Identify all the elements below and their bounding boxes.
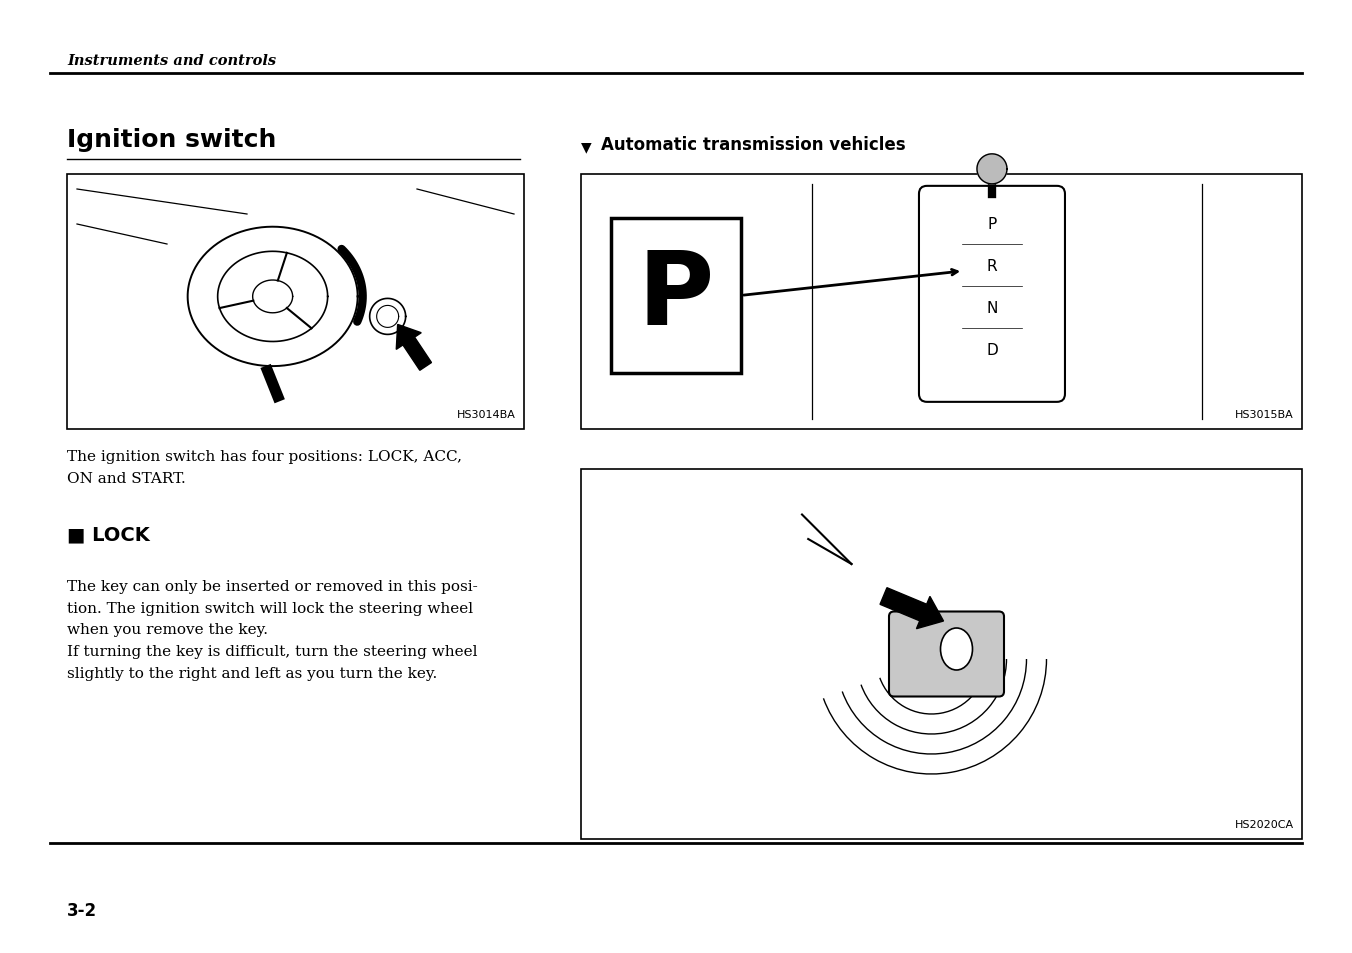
Text: Automatic transmission vehicles: Automatic transmission vehicles <box>602 136 906 153</box>
Text: D: D <box>986 343 998 358</box>
Text: The ignition switch has four positions: LOCK, ACC,
ON and START.: The ignition switch has four positions: … <box>68 450 462 485</box>
Text: N: N <box>986 301 998 316</box>
Text: ■ LOCK: ■ LOCK <box>68 524 150 543</box>
Text: P: P <box>987 217 996 233</box>
Text: Instruments and controls: Instruments and controls <box>68 54 276 68</box>
Text: HS3015BA: HS3015BA <box>1236 410 1294 419</box>
FancyArrow shape <box>396 325 431 371</box>
Text: P: P <box>638 246 714 347</box>
Bar <box>581 174 1302 430</box>
Bar <box>611 218 741 374</box>
Ellipse shape <box>941 628 972 670</box>
Text: ▼: ▼ <box>581 140 592 153</box>
Text: The key can only be inserted or removed in this posi-
tion. The ignition switch : The key can only be inserted or removed … <box>68 579 477 680</box>
Bar <box>581 470 1302 840</box>
FancyBboxPatch shape <box>919 187 1065 402</box>
Text: 3-2: 3-2 <box>68 901 97 919</box>
Text: HS2020CA: HS2020CA <box>1234 820 1294 829</box>
Text: Ignition switch: Ignition switch <box>68 128 276 152</box>
Bar <box>68 174 525 430</box>
FancyArrow shape <box>880 588 944 629</box>
Text: R: R <box>987 259 998 274</box>
Text: HS3014BA: HS3014BA <box>457 410 516 419</box>
FancyBboxPatch shape <box>890 612 1005 697</box>
Polygon shape <box>977 154 1007 185</box>
